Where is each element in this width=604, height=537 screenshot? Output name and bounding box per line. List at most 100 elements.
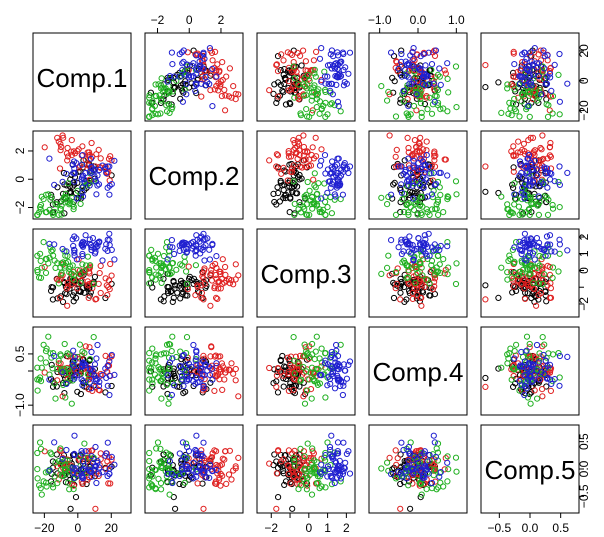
point-4-2-142	[158, 351, 165, 358]
point-4-5-154	[533, 341, 541, 349]
point-4-2-171	[166, 359, 173, 366]
point-5-4-159	[406, 450, 413, 457]
point-2-4-61	[405, 144, 412, 152]
point-4-3-145	[291, 357, 298, 364]
point-4-3-130	[301, 341, 308, 348]
point-5-4-199	[398, 470, 405, 477]
point-3-4-103	[444, 239, 451, 246]
panel-frame	[368, 424, 468, 514]
point-3-5-155	[511, 244, 518, 251]
point-1-3-153	[335, 103, 342, 110]
point-2-3-33	[282, 191, 290, 198]
point-2-1-192	[92, 178, 99, 185]
point-5-2-171	[166, 458, 173, 465]
point-5-1-129	[67, 464, 74, 472]
point-4-5-46	[528, 389, 535, 396]
point-3-1-34	[72, 294, 80, 301]
point-4-1-173	[103, 374, 110, 381]
point-3-1-119	[87, 262, 94, 269]
point-5-4-171	[424, 458, 431, 465]
point-3-1-77	[104, 292, 111, 299]
point-3-1-116	[70, 272, 77, 279]
point-1-5-74	[508, 81, 515, 88]
point-3-4-117	[399, 259, 406, 266]
point-4-1-162	[71, 353, 78, 360]
point-2-4-75	[386, 132, 393, 139]
point-1-4-134	[418, 109, 425, 117]
point-3-5-140	[549, 264, 557, 271]
point-2-3-95	[291, 139, 298, 147]
point-3-5-195	[546, 232, 554, 239]
point-2-4-115	[378, 194, 385, 201]
point-5-3-86	[275, 447, 282, 454]
point-1-3-138	[324, 111, 331, 118]
point-1-5-192	[551, 61, 558, 69]
point-1-2-131	[166, 89, 173, 96]
point-4-3-179	[339, 391, 346, 399]
point-2-3-58	[266, 157, 273, 164]
point-1-3-107	[307, 85, 314, 92]
point-1-3-35	[277, 67, 284, 74]
point-3-5-181	[548, 248, 555, 255]
point-2-1-104	[77, 200, 84, 207]
point-2-5-127	[519, 211, 526, 218]
point-5-3-136	[301, 466, 308, 473]
point-1-4-165	[432, 47, 439, 54]
point-3-1-58	[64, 302, 71, 309]
panel-1-4	[368, 32, 468, 122]
point-2-1-138	[37, 204, 44, 211]
y-tick-label-3-4: 2	[577, 233, 591, 240]
point-5-1-112	[34, 475, 41, 482]
point-2-3-88	[306, 156, 313, 163]
x-tick-label-3-3: 1	[324, 521, 331, 535]
point-1-3-98	[302, 58, 309, 65]
point-4-3-189	[330, 372, 337, 380]
point-5-1-65	[107, 480, 114, 487]
point-1-3-134	[308, 109, 316, 117]
point-2-3-169	[341, 160, 348, 167]
point-5-2-129	[159, 464, 166, 472]
point-2-5-192	[551, 178, 558, 185]
point-2-3-127	[303, 211, 310, 218]
point-1-3-149	[327, 101, 334, 108]
point-1-2-141	[168, 106, 175, 113]
point-5-2-147	[157, 480, 165, 487]
point-2-5-74	[508, 148, 515, 155]
point-2-3-66	[312, 134, 319, 141]
point-4-2-83	[207, 353, 214, 360]
panel-frame	[256, 228, 356, 318]
point-5-1-195	[82, 448, 89, 455]
point-4-2-192	[184, 376, 191, 383]
point-2-1-73	[74, 148, 81, 155]
point-1-3-68	[294, 94, 301, 101]
point-5-4-137	[423, 486, 430, 493]
point-2-5-71	[482, 163, 489, 170]
point-5-2-126	[149, 473, 156, 480]
point-2-5-68	[515, 138, 522, 145]
point-5-1-194	[70, 469, 77, 476]
point-4-2-117	[163, 381, 170, 388]
point-5-2-70	[212, 478, 219, 485]
point-3-4-107	[413, 265, 420, 272]
point-3-2-146	[177, 261, 184, 268]
point-2-3-132	[328, 210, 335, 217]
point-3-4-143	[403, 262, 410, 269]
point-4-2-189	[189, 372, 196, 380]
point-1-2-142	[158, 85, 165, 92]
point-4-3-126	[316, 380, 323, 387]
point-2-3-79	[289, 168, 296, 176]
point-4-5-98	[531, 387, 538, 394]
point-3-2-91	[230, 281, 237, 288]
point-5-4-174	[398, 473, 405, 480]
point-4-5-178	[521, 358, 529, 365]
point-4-3-48	[281, 363, 288, 370]
point-4-1-106	[42, 359, 50, 366]
point-4-3-194	[333, 347, 340, 354]
point-2-1-24	[74, 179, 81, 186]
point-3-2-170	[201, 257, 208, 264]
point-2-4-165	[432, 181, 439, 188]
point-1-5-166	[547, 74, 554, 81]
panel-frame	[480, 326, 580, 416]
point-3-2-199	[180, 239, 187, 246]
point-1-5-84	[527, 52, 534, 60]
